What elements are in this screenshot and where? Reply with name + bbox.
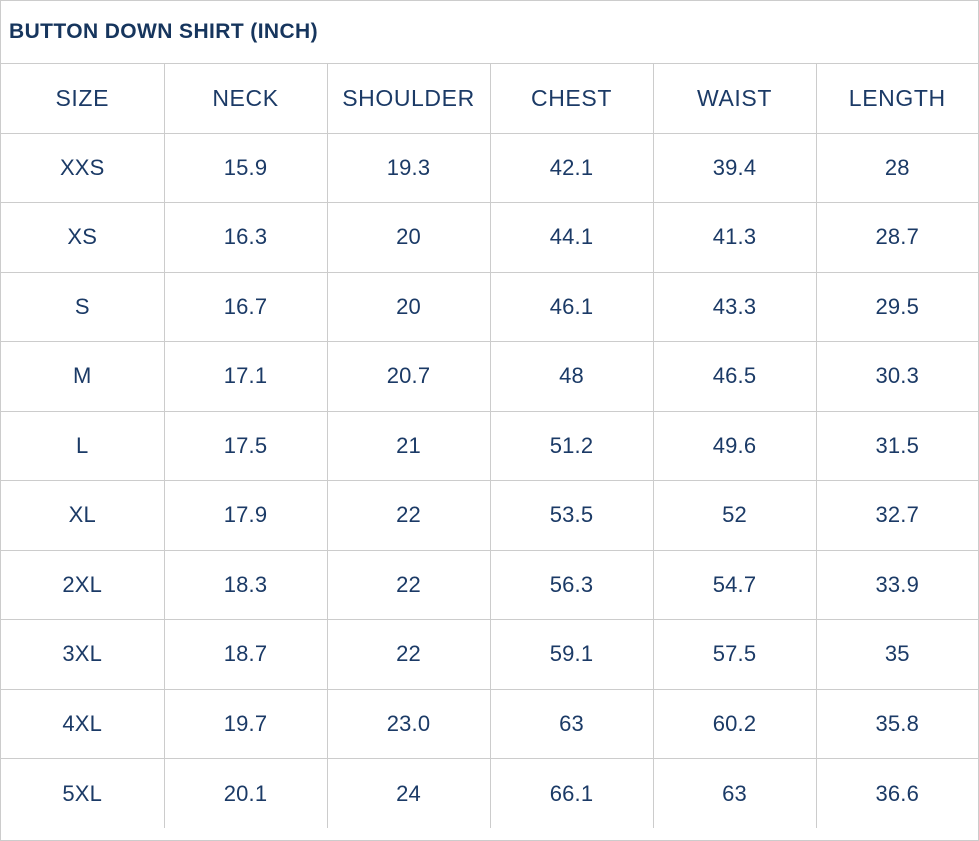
measurement-cell: 16.3 bbox=[163, 202, 328, 273]
measurement-cell: 44.1 bbox=[489, 202, 654, 273]
measurement-cell: 22 bbox=[326, 619, 491, 690]
column-header-neck: NECK bbox=[163, 64, 328, 134]
measurement-cell: 30.3 bbox=[815, 341, 978, 412]
measurement-cell: 21 bbox=[326, 410, 491, 481]
size-label-cell: 3XL bbox=[1, 619, 165, 690]
measurement-cell: 17.1 bbox=[163, 341, 328, 412]
column-header-waist: WAIST bbox=[652, 64, 817, 134]
size-label-cell: L bbox=[1, 410, 165, 481]
size-label-cell: XS bbox=[1, 202, 165, 273]
measurement-cell: 41.3 bbox=[652, 202, 817, 273]
table-row: XS 16.3 20 44.1 41.3 28.7 bbox=[1, 202, 978, 273]
measurement-cell: 46.5 bbox=[652, 341, 817, 412]
table-row: S 16.7 20 46.1 43.3 29.5 bbox=[1, 271, 978, 342]
size-chart-body: XXS 15.9 19.3 42.1 39.4 28 XS 16.3 20 44.1 41.3 28.… bbox=[1, 132, 978, 828]
measurement-cell: 31.5 bbox=[815, 410, 978, 481]
measurement-cell: 52 bbox=[652, 480, 817, 551]
measurement-cell: 63 bbox=[489, 688, 654, 759]
measurement-cell: 48 bbox=[489, 341, 654, 412]
measurement-cell: 28 bbox=[815, 132, 978, 203]
measurement-cell: 24 bbox=[326, 758, 491, 828]
measurement-cell: 28.7 bbox=[815, 202, 978, 273]
size-label-cell: 2XL bbox=[1, 549, 165, 620]
measurement-cell: 66.1 bbox=[489, 758, 654, 828]
table-row: 2XL 18.3 22 56.3 54.7 33.9 bbox=[1, 549, 978, 620]
measurement-cell: 54.7 bbox=[652, 549, 817, 620]
measurement-cell: 23.0 bbox=[326, 688, 491, 759]
measurement-cell: 18.7 bbox=[163, 619, 328, 690]
column-header-shoulder: SHOULDER bbox=[326, 64, 491, 134]
measurement-cell: 20.1 bbox=[163, 758, 328, 828]
measurement-cell: 22 bbox=[326, 480, 491, 551]
measurement-cell: 56.3 bbox=[489, 549, 654, 620]
measurement-cell: 53.5 bbox=[489, 480, 654, 551]
size-chart-title: BUTTON DOWN SHIRT (INCH) bbox=[1, 1, 978, 64]
measurement-cell: 17.9 bbox=[163, 480, 328, 551]
size-label-cell: S bbox=[1, 271, 165, 342]
column-header-length: LENGTH bbox=[815, 64, 978, 134]
measurement-cell: 60.2 bbox=[652, 688, 817, 759]
table-row: M 17.1 20.7 48 46.5 30.3 bbox=[1, 341, 978, 412]
measurement-cell: 19.7 bbox=[163, 688, 328, 759]
measurement-cell: 22 bbox=[326, 549, 491, 620]
measurement-cell: 51.2 bbox=[489, 410, 654, 481]
measurement-cell: 17.5 bbox=[163, 410, 328, 481]
measurement-cell: 32.7 bbox=[815, 480, 978, 551]
table-row: XXS 15.9 19.3 42.1 39.4 28 bbox=[1, 132, 978, 203]
measurement-cell: 35.8 bbox=[815, 688, 978, 759]
size-label-cell: 4XL bbox=[1, 688, 165, 759]
measurement-cell: 43.3 bbox=[652, 271, 817, 342]
measurement-cell: 35 bbox=[815, 619, 978, 690]
measurement-cell: 42.1 bbox=[489, 132, 654, 203]
measurement-cell: 39.4 bbox=[652, 132, 817, 203]
measurement-cell: 16.7 bbox=[163, 271, 328, 342]
size-label-cell: XL bbox=[1, 480, 165, 551]
size-label-cell: XXS bbox=[1, 132, 165, 203]
measurement-cell: 20 bbox=[326, 271, 491, 342]
measurement-cell: 57.5 bbox=[652, 619, 817, 690]
measurement-cell: 15.9 bbox=[163, 132, 328, 203]
measurement-cell: 29.5 bbox=[815, 271, 978, 342]
measurement-cell: 46.1 bbox=[489, 271, 654, 342]
table-row: 5XL 20.1 24 66.1 63 36.6 bbox=[1, 758, 978, 828]
size-chart-table: SIZE NECK SHOULDER CHEST WAIST LENGTH XXS 15.9… bbox=[1, 64, 978, 828]
measurement-cell: 33.9 bbox=[815, 549, 978, 620]
measurement-cell: 36.6 bbox=[815, 758, 978, 828]
size-label-cell: M bbox=[1, 341, 165, 412]
measurement-cell: 19.3 bbox=[326, 132, 491, 203]
table-row: XL 17.9 22 53.5 52 32.7 bbox=[1, 480, 978, 551]
table-row: L 17.5 21 51.2 49.6 31.5 bbox=[1, 410, 978, 481]
measurement-cell: 20.7 bbox=[326, 341, 491, 412]
size-label-cell: 5XL bbox=[1, 758, 165, 828]
measurement-cell: 18.3 bbox=[163, 549, 328, 620]
column-header-chest: CHEST bbox=[489, 64, 654, 134]
table-row: 3XL 18.7 22 59.1 57.5 35 bbox=[1, 619, 978, 690]
measurement-cell: 49.6 bbox=[652, 410, 817, 481]
column-header-size: SIZE bbox=[1, 64, 165, 134]
measurement-cell: 63 bbox=[652, 758, 817, 828]
measurement-cell: 20 bbox=[326, 202, 491, 273]
header-row: SIZE NECK SHOULDER CHEST WAIST LENGTH bbox=[1, 64, 978, 134]
measurement-cell: 59.1 bbox=[489, 619, 654, 690]
table-row: 4XL 19.7 23.0 63 60.2 35.8 bbox=[1, 688, 978, 759]
